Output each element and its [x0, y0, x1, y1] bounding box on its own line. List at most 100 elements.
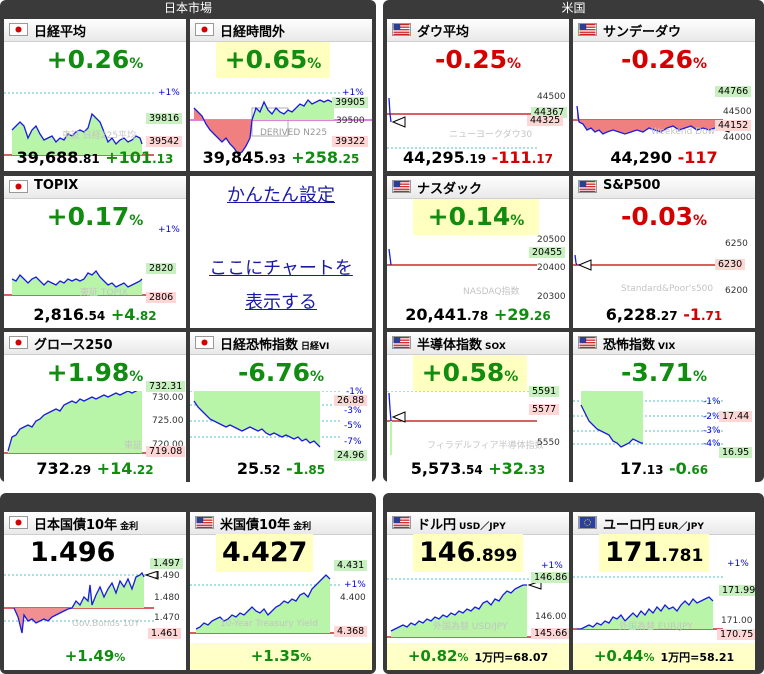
- tile-name: ユーロ円 EUR／JPY: [603, 518, 704, 533]
- sp500-chart: [573, 254, 723, 271]
- nikkei-after-hours-tile[interactable]: 日経時間外 +0.65% +1% 39905 39500 DERIVED N22…: [190, 19, 372, 171]
- price-line: 39,845.93 +258.25: [202, 148, 360, 167]
- scale-label: 725.00: [152, 416, 184, 426]
- us-flag-icon: [195, 516, 214, 529]
- price-line: 2,816.54 +4.82: [33, 305, 157, 324]
- high-ref-label: 44367: [531, 107, 568, 118]
- watermark: 東証: [124, 441, 143, 451]
- us-flag-icon: [392, 180, 411, 193]
- yen-conversion: 1万円=68.07: [474, 651, 549, 664]
- tile-name: グロース250: [34, 338, 113, 353]
- high-ref-label: 171.99: [719, 585, 755, 596]
- tile-name: 日経恐怖指数 日経VI: [220, 338, 330, 353]
- us-flag-icon: [578, 336, 597, 349]
- change-percent: -3.71%: [620, 358, 708, 387]
- low-ref-label: 16.95: [719, 447, 753, 458]
- tile-name: S&P500: [603, 178, 661, 193]
- show-chart-link[interactable]: ここにチャートを: [209, 258, 353, 279]
- easy-settings-link[interactable]: かんたん設定: [227, 185, 335, 206]
- pct-label: -1%: [703, 397, 721, 407]
- ref-label: 6230: [715, 259, 746, 270]
- tile-header: グロース250: [4, 332, 186, 355]
- high-ref-label: 2820: [146, 263, 177, 274]
- growth250-tile[interactable]: グロース250 +1.98% 732.31 730.00 725.00 東証 7…: [4, 332, 186, 482]
- tile-header: 日経恐怖指数 日経VI: [190, 332, 372, 355]
- low-ref-label: 39322: [332, 136, 369, 147]
- low-ref-label: 44325: [527, 115, 564, 126]
- tile-header: 半導体指数 SOX: [387, 332, 569, 355]
- pct-label: +1%: [344, 580, 366, 590]
- jgb10y-tile[interactable]: 日本国債10年 金利 1.496 1.497 1.490 1.480 1.470 …: [4, 512, 186, 670]
- eurjpy-tile[interactable]: ユーロ円 EUR／JPY 171.781 +1% 171.99 171.00 外国…: [573, 512, 755, 670]
- high-ref-label: 44766: [715, 86, 752, 97]
- us-flag-icon: [392, 336, 411, 349]
- scale-label: 39500: [336, 116, 365, 126]
- tile-header: ドル円 USD／JPY: [387, 512, 569, 535]
- nikkei-vi-chart: [190, 391, 340, 448]
- eurjpy-chart: [573, 576, 723, 630]
- sunday-dow-tile[interactable]: サンデーダウ -0.26% 44766 44500 Weekend Dow 44…: [573, 19, 755, 171]
- pct-label: +1%: [342, 88, 364, 98]
- high-ref-label: 39816: [146, 113, 183, 124]
- low-ref-label: 4.368: [334, 626, 368, 637]
- sox-tile[interactable]: 半導体指数 SOX +0.58% 5591 5577 フィラデルフィア半導体指数 …: [387, 332, 569, 482]
- topix-tile[interactable]: TOPIX +0.17% +1% 2820 東証 TOPIX 2806 2,81…: [4, 176, 186, 328]
- scale-label: 4.400: [340, 593, 366, 603]
- us-flag-icon: [392, 516, 411, 529]
- high-ref-label: 4.431: [334, 560, 368, 571]
- tile-name: サンデーダウ: [603, 25, 682, 40]
- low-ref-label: 1.461: [148, 628, 182, 639]
- dow-tile[interactable]: ダウ平均 -0.25% 44500 44367 44325 ニューヨークダウ30…: [387, 19, 569, 171]
- japan-flag-icon: [195, 23, 214, 36]
- watermark: ニューヨークダウ30: [449, 130, 533, 140]
- scale-label: 146.00: [535, 612, 567, 622]
- low-ref-label: 170.75: [717, 629, 755, 640]
- pct-label: -2%: [703, 412, 721, 422]
- pct-label: -1%: [346, 387, 364, 397]
- pct-label: -7%: [344, 437, 362, 447]
- eu-flag-icon: [578, 516, 597, 529]
- nikkei-tile[interactable]: 日経平均 +0.26% +1% 39816 東証 日経225平均 39542 3…: [4, 19, 186, 171]
- watermark: Standard&Poor's500: [621, 284, 714, 294]
- watermark: NASDAQ指数: [463, 287, 520, 297]
- high-ref-label: 20455: [529, 247, 566, 258]
- japan-market-title: 日本市場: [163, 1, 212, 15]
- scale-label: 44500: [723, 107, 752, 117]
- high-ref-label: 39905: [332, 97, 369, 108]
- tile-header: ナスダック: [387, 176, 569, 199]
- tile-name: ダウ平均: [417, 25, 470, 40]
- watermark: フィラデルフィア半導体指数: [427, 441, 544, 451]
- tile-header: 日経平均: [4, 19, 186, 42]
- watermark: 外国為替 EUR/JPY: [619, 622, 693, 632]
- change-percent: -0.25%: [434, 45, 522, 74]
- japan-flag-icon: [9, 516, 28, 529]
- tile-name: 日経時間外: [220, 25, 286, 40]
- nikkei-vi-tile[interactable]: 日経恐怖指数 日経VI -6.76% -1% 26.88 -3% -5% -7% …: [190, 332, 372, 482]
- sp500-tile[interactable]: S&P500 -0.03% 6250 6230 Standard&Poor's5…: [573, 176, 755, 328]
- tile-header: 日経時間外: [190, 19, 372, 42]
- change-percent: +0.14%: [413, 199, 539, 235]
- ust10y-tile[interactable]: 米国債10年 金利 4.427 4.431 +1% 4.400 10-Year T…: [190, 512, 372, 670]
- change-percent: -0.26%: [620, 45, 708, 74]
- pct-label: -5%: [344, 421, 362, 431]
- vix-tile[interactable]: 恐怖指数 VIX -3.71% -1% -2% 17.44 -3% -4% 16.…: [573, 332, 755, 482]
- price-line: 39,688.81 +101.13: [16, 148, 174, 167]
- low-ref-label: 719.08: [146, 446, 186, 457]
- price-line: 44,295.19 -111.17: [403, 148, 553, 167]
- tile-name: ナスダック: [417, 182, 483, 197]
- us-flag-icon: [578, 180, 597, 193]
- tile-header: 恐怖指数 VIX: [573, 332, 755, 355]
- usdjpy-tile[interactable]: ドル円 USD／JPY 146.899 +1% 146.86 146.00 外国為…: [387, 512, 569, 670]
- us-market-title: 米国: [561, 1, 586, 15]
- nasdaq-tile[interactable]: ナスダック +0.14% 20500 20455 20400 NASDAQ指数 …: [387, 176, 569, 328]
- us-flag-icon: [578, 23, 597, 36]
- high-ref-label: 17.44: [719, 411, 753, 422]
- tile-name: 日本国債10年 金利: [34, 518, 139, 533]
- change-percent: +0.58%: [413, 355, 527, 391]
- scale-label: 1.470: [154, 613, 180, 623]
- change-percent: +0.44% 1万円=58.21: [573, 643, 755, 670]
- tile-name: TOPIX: [34, 178, 79, 193]
- show-chart-link-line2[interactable]: 表示する: [245, 292, 317, 313]
- watermark: 10-Year Treasury Yield: [220, 619, 318, 629]
- tile-header: 日本国債10年 金利: [4, 512, 186, 535]
